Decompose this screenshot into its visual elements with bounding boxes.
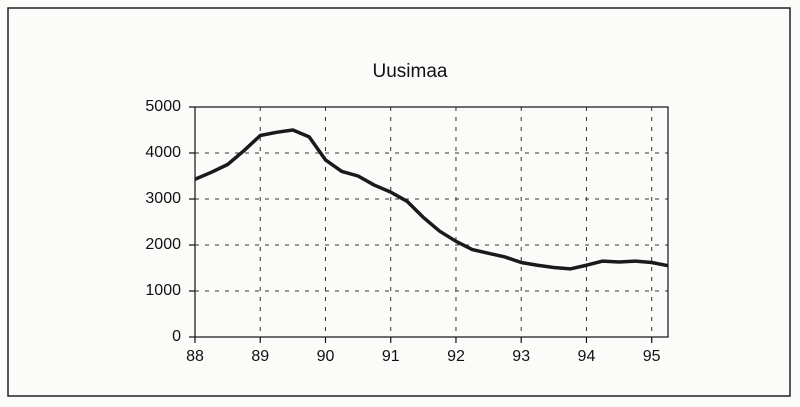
x-tick-label: 89 — [251, 348, 269, 365]
x-tick-label: 92 — [447, 348, 465, 365]
frame — [7, 7, 791, 397]
x-tick-label: 95 — [643, 348, 661, 365]
chart-title: Uusimaa — [373, 61, 448, 82]
x-tick-label: 94 — [578, 348, 596, 365]
x-tick-label: 90 — [317, 348, 335, 365]
y-tick-label: 2000 — [145, 236, 181, 253]
y-tick-label: 0 — [172, 328, 181, 345]
x-tick-label: 91 — [382, 348, 400, 365]
x-tick-label: 88 — [186, 348, 204, 365]
x-tick-label: 93 — [512, 348, 530, 365]
y-tick-label: 5000 — [145, 98, 181, 115]
y-tick-label: 1000 — [145, 282, 181, 299]
plot-area — [194, 106, 669, 338]
y-tick-label: 3000 — [145, 190, 181, 207]
data-line — [194, 128, 669, 271]
y-tick-label: 4000 — [145, 144, 181, 161]
